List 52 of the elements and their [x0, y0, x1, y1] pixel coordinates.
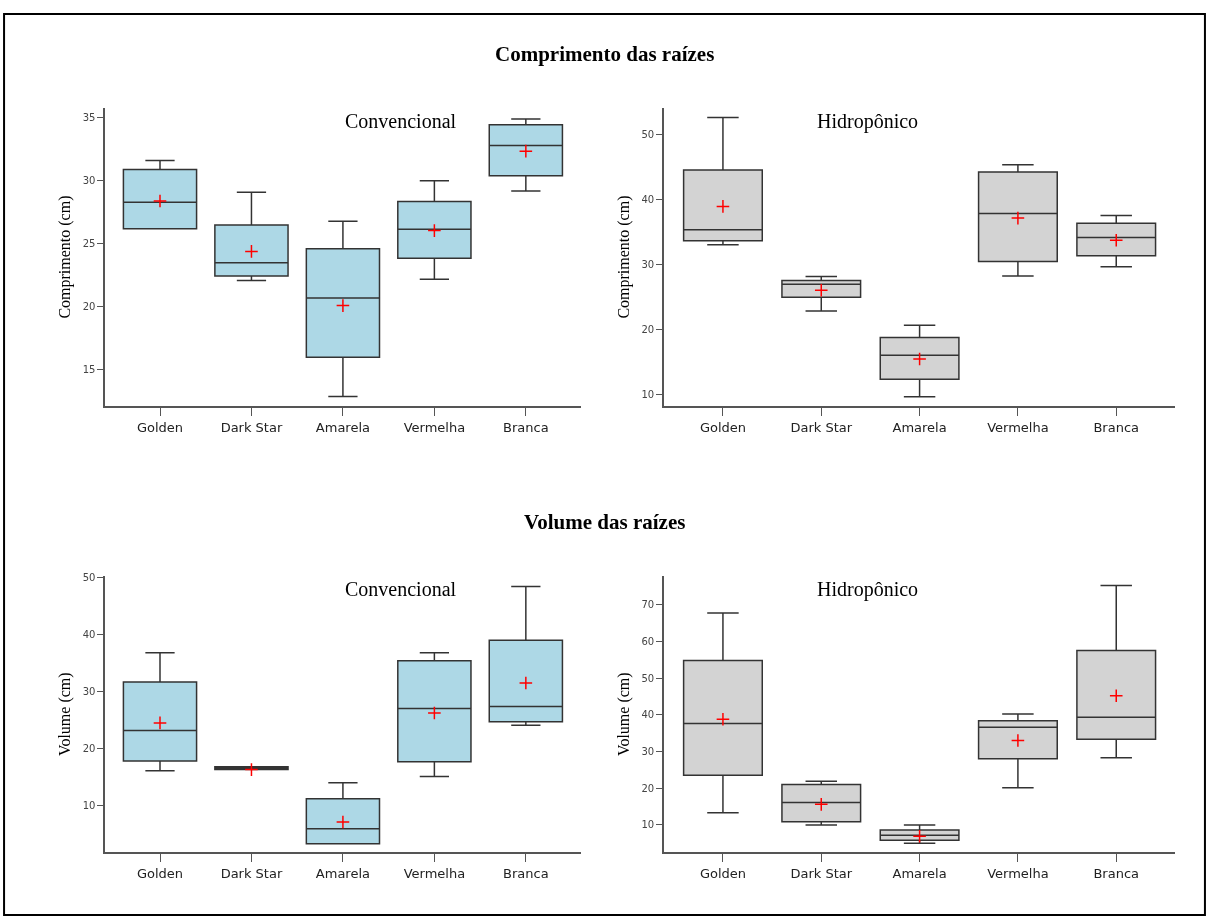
y-tick-label: 20 [641, 324, 655, 336]
y-tick-label: 40 [641, 194, 655, 206]
y-tick-label: 10 [641, 389, 655, 401]
x-tick-label: Vermelha [987, 865, 1049, 881]
x-tick-label: Amarela [892, 419, 947, 435]
x-tick-label: Golden [699, 419, 747, 435]
y-axis-title: Volume (cm) [614, 672, 633, 757]
y-tick-label: 50 [82, 572, 96, 584]
x-tick-label: Amarela [892, 865, 947, 881]
y-axis-title: Volume (cm) [56, 672, 75, 757]
y-tick-label: 40 [82, 629, 96, 641]
chart-subtitle: Convencional [345, 578, 457, 600]
y-tick-label: 50 [641, 129, 655, 141]
y-tick-label: 30 [641, 259, 655, 271]
chart-subtitle: Hidropônico [817, 578, 919, 601]
y-tick-label: 35 [82, 112, 96, 124]
y-tick-label: 50 [641, 672, 655, 684]
y-axis-title: Comprimento (cm) [56, 195, 75, 319]
x-tick-label: Vermelha [987, 419, 1049, 435]
y-tick-label: 10 [641, 819, 655, 831]
y-tick-label: 20 [641, 782, 655, 794]
y-tick-label: 25 [82, 238, 96, 250]
x-tick-label: Dark Star [790, 865, 853, 881]
x-tick-label: Vermelha [403, 865, 466, 881]
x-tick-label: Branca [503, 419, 549, 435]
x-tick-label: Branca [1093, 419, 1140, 435]
y-tick-label: 15 [82, 364, 96, 376]
x-tick-label: Golden [136, 865, 184, 881]
y-tick-label: 60 [641, 635, 655, 647]
x-tick-label: Dark Star [220, 865, 283, 881]
chart-subtitle: Convencional [345, 110, 457, 132]
y-tick-label: 20 [82, 743, 96, 755]
y-tick-label: 30 [641, 745, 655, 757]
y-tick-label: 20 [82, 301, 96, 313]
y-tick-label: 30 [82, 686, 96, 698]
chart-title: Volume das raízes [524, 510, 686, 534]
y-tick-label: 70 [641, 599, 655, 611]
x-tick-label: Dark Star [790, 419, 853, 435]
y-tick-label: 40 [641, 709, 655, 721]
x-tick-label: Branca [1093, 865, 1140, 881]
x-tick-label: Dark Star [220, 419, 283, 435]
chart-title: Comprimento das raízes [495, 42, 715, 66]
x-tick-label: Branca [503, 865, 549, 881]
y-tick-label: 10 [82, 799, 96, 811]
chart-subtitle: Hidropônico [817, 110, 919, 133]
y-tick-label: 30 [82, 175, 96, 187]
x-tick-label: Golden [136, 419, 184, 435]
x-tick-label: Vermelha [403, 419, 466, 435]
x-tick-label: Amarela [315, 865, 371, 881]
x-tick-label: Golden [699, 865, 747, 881]
x-tick-label: Amarela [315, 419, 371, 435]
y-axis-title: Comprimento (cm) [614, 195, 633, 319]
